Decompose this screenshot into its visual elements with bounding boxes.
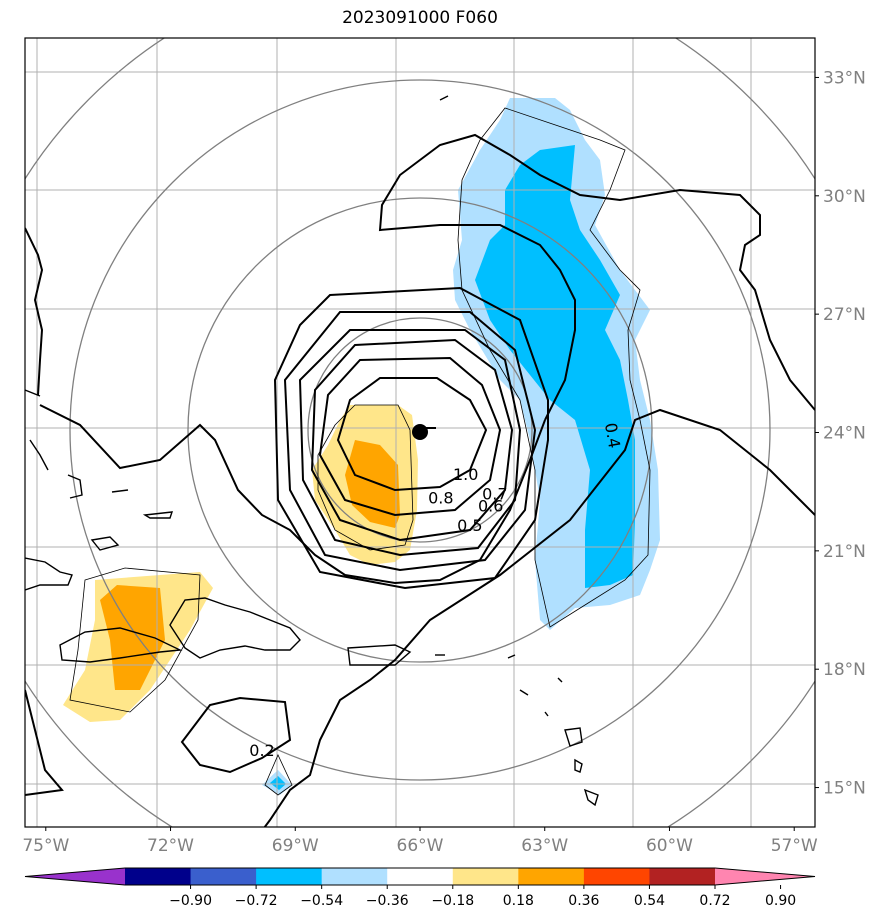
colorbar-segment xyxy=(190,868,257,885)
colorbar-segment xyxy=(256,868,323,885)
lat-tick-label: 33°N xyxy=(823,68,866,88)
contours xyxy=(25,133,815,827)
colorbar-tick-label: 0.72 xyxy=(699,893,730,909)
contour-label: 0.5 xyxy=(457,516,482,535)
colorbar-tick-label: 0.36 xyxy=(568,893,599,909)
colorbar-tick-label: 0.90 xyxy=(765,893,796,909)
shading-positive-west xyxy=(63,572,213,722)
lon-tick-label: 72°W xyxy=(147,836,194,856)
lon-tick-label: 63°W xyxy=(521,836,568,856)
longitude-ticks: 75°W 72°W 69°W 66°W 63°W 60°W 57°W xyxy=(22,827,818,856)
colorbar-segment xyxy=(583,868,650,885)
lon-tick-label: 66°W xyxy=(397,836,444,856)
contour-label: 0.7 xyxy=(482,485,507,504)
contour-label: 1.0 xyxy=(453,465,478,484)
lat-tick-label: 15°N xyxy=(823,779,866,799)
colorbar-segment xyxy=(649,868,716,885)
graticule xyxy=(25,38,815,827)
lon-tick-label: 75°W xyxy=(22,836,69,856)
colorbar-tick-label: 0.54 xyxy=(634,893,665,909)
lon-tick-label: 57°W xyxy=(771,836,818,856)
colorbar-segment xyxy=(518,868,585,885)
latitude-ticks: 15°N 18°N 21°N 24°N 27°N 30°N 33°N xyxy=(815,68,866,799)
contour-label: 0.4 xyxy=(601,421,624,449)
lat-tick-label: 24°N xyxy=(823,424,866,444)
lat-tick-label: 27°N xyxy=(823,305,866,325)
colorbar-segment xyxy=(452,868,519,885)
storm-center-marker xyxy=(412,424,428,440)
colorbar-segment xyxy=(387,868,454,885)
contour-label: 0.8 xyxy=(428,489,453,508)
shading-positive-storm xyxy=(312,405,418,565)
lat-tick-label: 18°N xyxy=(823,660,866,680)
colorbar-tick-label: −0.54 xyxy=(300,893,343,909)
colorbar-tick-label: −0.18 xyxy=(431,893,474,909)
lon-tick-label: 69°W xyxy=(272,836,319,856)
colorbar-tick-label: −0.72 xyxy=(235,893,278,909)
lat-tick-label: 21°N xyxy=(823,542,866,562)
colorbar-segment xyxy=(321,868,388,885)
map-area xyxy=(25,38,815,827)
colorbar-segment xyxy=(125,868,192,885)
contour-label: 0.6 xyxy=(478,496,503,515)
shading-outline xyxy=(69,107,651,796)
coastlines xyxy=(25,95,599,807)
colorbar: −0.90 −0.72 −0.54 −0.36 −0.18 0.18 0.36 0.54 0.7… xyxy=(24,867,816,909)
colorbar-extend-low xyxy=(25,868,125,885)
colorbar-tick-label: 0.18 xyxy=(503,893,534,909)
contour-label: 0.2 xyxy=(249,741,274,760)
colorbar-outline xyxy=(24,867,816,886)
map-title: 2023091000 F060 xyxy=(342,8,498,28)
lat-tick-label: 30°N xyxy=(823,187,866,207)
colorbar-tick-label: −0.36 xyxy=(366,893,409,909)
colorbar-extend-high xyxy=(715,868,815,885)
contour-label-layer: 1.00.8 0.70.60.5 0.4 0.2 xyxy=(249,421,624,760)
lon-tick-label: 60°W xyxy=(646,836,693,856)
colorbar-tick-label: −0.90 xyxy=(169,893,212,909)
range-rings xyxy=(25,38,815,827)
